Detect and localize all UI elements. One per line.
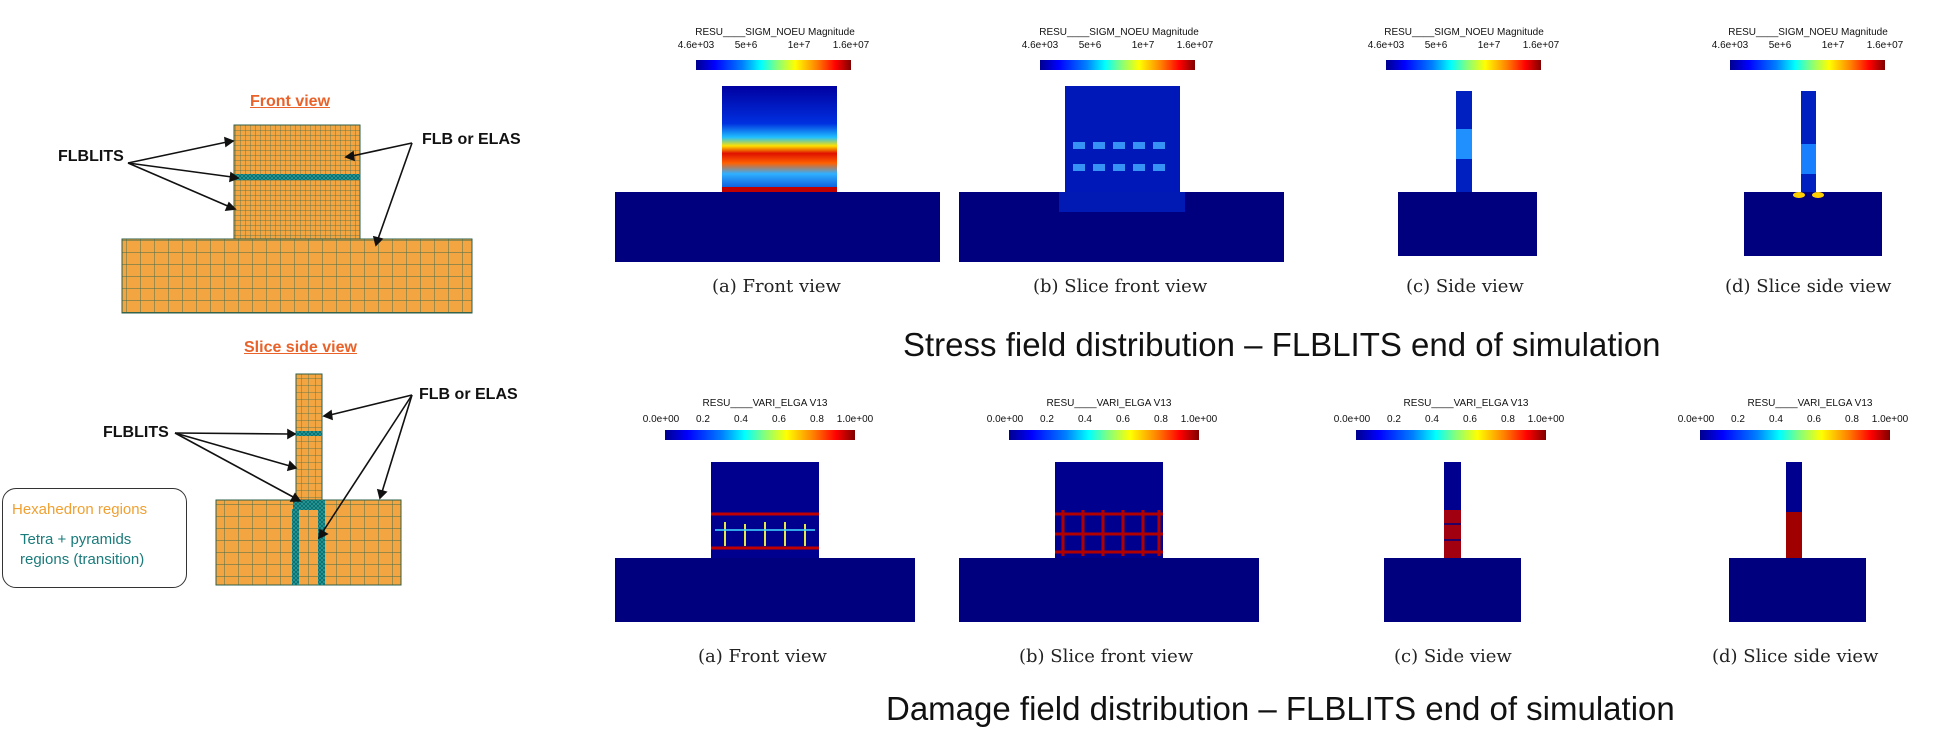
damage-colorbar-title: RESU____VARI_ELGA V13 bbox=[702, 398, 828, 409]
damage-tick-label: 1.0e+00 bbox=[1527, 414, 1565, 425]
flb-elas-label-slice: FLB or ELAS bbox=[419, 386, 518, 403]
stress-tick-label: 5e+6 bbox=[1768, 40, 1792, 51]
damage-slice-side-field bbox=[1729, 462, 1866, 622]
stress-tick-label: 4.6e+03 bbox=[1711, 40, 1749, 51]
flblits-label-front: FLBLITS bbox=[58, 148, 124, 165]
caption-c: (c) Side view bbox=[1406, 276, 1524, 297]
stress-tick-label: 1.6e+07 bbox=[1176, 40, 1214, 51]
stress-tick-label: 5e+6 bbox=[734, 40, 758, 51]
damage-tick-label: 1.0e+00 bbox=[1871, 414, 1909, 425]
damage-panel-side: RESU____VARI_ELGA V13 0.0e+00 0.2 0.4 0.… bbox=[1316, 398, 1606, 667]
stress-panel-slice-front: RESU____SIGM_NOEU Magnitude 4.6e+03 5e+6… bbox=[959, 22, 1284, 297]
damage-front-field bbox=[615, 462, 915, 622]
damage-panel-slice-front: RESU____VARI_ELGA V13 0.0e+00 0.2 0.4 0.… bbox=[959, 398, 1284, 667]
damage-tick-label: 0.4 bbox=[1078, 414, 1092, 425]
damage-tick-label: 0.4 bbox=[734, 414, 748, 425]
stress-side-field bbox=[1398, 91, 1537, 256]
damage-tick-label: 0.6 bbox=[772, 414, 786, 425]
stress-tick-label: 1e+7 bbox=[1131, 40, 1155, 51]
damage-colorbar bbox=[1356, 430, 1546, 440]
stress-colorbar bbox=[1730, 60, 1885, 70]
stress-front-field bbox=[615, 86, 940, 262]
stress-colorbar-title: RESU____SIGM_NOEU Magnitude bbox=[1039, 27, 1199, 38]
damage-tick-label: 0.2 bbox=[696, 414, 710, 425]
front-view-title: Front view bbox=[250, 93, 331, 110]
front-view-arrows bbox=[127, 136, 413, 247]
front-view-mesh bbox=[121, 124, 473, 314]
damage-section-title: Damage field distribution – FLBLITS end … bbox=[886, 690, 1675, 727]
flb-elas-label-front: FLB or ELAS bbox=[422, 131, 521, 148]
damage-tick-label: 0.6 bbox=[1116, 414, 1130, 425]
damage-tick-label: 0.8 bbox=[810, 414, 824, 425]
caption-d-damage: (d) Slice side view bbox=[1712, 646, 1879, 667]
legend-tetra-line2: regions (transition) bbox=[20, 551, 145, 568]
stress-panel-side: RESU____SIGM_NOEU Magnitude 4.6e+03 5e+6… bbox=[1316, 22, 1606, 297]
stress-panel-front: RESU____SIGM_NOEU Magnitude 4.6e+03 5e+6… bbox=[615, 22, 940, 297]
stress-section-title: Stress field distribution – FLBLITS end … bbox=[903, 326, 1661, 363]
caption-b: (b) Slice front view bbox=[1033, 276, 1208, 297]
stress-tick-label: 5e+6 bbox=[1424, 40, 1448, 51]
damage-tick-label: 0.0e+00 bbox=[1333, 414, 1371, 425]
damage-tick-label: 0.6 bbox=[1807, 414, 1821, 425]
stress-tick-label: 1e+7 bbox=[1477, 40, 1501, 51]
stress-panel-slice-side: RESU____SIGM_NOEU Magnitude 4.6e+03 5e+6… bbox=[1660, 22, 1933, 297]
stress-tick-label: 1.6e+07 bbox=[1522, 40, 1560, 51]
stress-tick-label: 1.6e+07 bbox=[1866, 40, 1904, 51]
damage-side-field bbox=[1384, 462, 1521, 622]
region-legend: Hexahedron regions Tetra + pyramids regi… bbox=[2, 488, 187, 588]
stress-tick-label: 4.6e+03 bbox=[1021, 40, 1059, 51]
caption-d: (d) Slice side view bbox=[1725, 276, 1892, 297]
caption-a: (a) Front view bbox=[712, 276, 841, 297]
stress-slice-front-field bbox=[959, 86, 1284, 262]
stress-tick-label: 4.6e+03 bbox=[1367, 40, 1405, 51]
stress-colorbar bbox=[696, 60, 851, 70]
damage-slice-front-field bbox=[959, 462, 1259, 622]
stress-colorbar bbox=[1040, 60, 1195, 70]
damage-tick-label: 0.8 bbox=[1501, 414, 1515, 425]
damage-tick-label: 0.0e+00 bbox=[642, 414, 680, 425]
slice-side-view-title: Slice side view bbox=[244, 339, 357, 356]
slice-side-view-mesh bbox=[215, 373, 402, 586]
damage-colorbar bbox=[1009, 430, 1199, 440]
damage-tick-label: 0.2 bbox=[1040, 414, 1054, 425]
legend-tetra-line1: Tetra + pyramids bbox=[20, 531, 132, 548]
damage-tick-label: 0.0e+00 bbox=[986, 414, 1024, 425]
damage-tick-label: 1.0e+00 bbox=[1180, 414, 1218, 425]
caption-c-damage: (c) Side view bbox=[1394, 646, 1512, 667]
damage-colorbar-title: RESU____VARI_ELGA V13 bbox=[1747, 398, 1873, 409]
damage-tick-label: 1.0e+00 bbox=[836, 414, 874, 425]
stress-tick-label: 1e+7 bbox=[787, 40, 811, 51]
legend-hexahedron: Hexahedron regions bbox=[12, 501, 148, 518]
damage-panel-slice-side: RESU____VARI_ELGA V13 0.0e+00 0.2 0.4 0.… bbox=[1660, 398, 1933, 667]
stress-tick-label: 4.6e+03 bbox=[677, 40, 715, 51]
damage-colorbar bbox=[1700, 430, 1890, 440]
damage-tick-label: 0.4 bbox=[1769, 414, 1783, 425]
damage-panel-front: RESU____VARI_ELGA V13 0.0e+00 0.2 0.4 0.… bbox=[615, 398, 940, 667]
damage-tick-label: 0.2 bbox=[1731, 414, 1745, 425]
damage-tick-label: 0.6 bbox=[1463, 414, 1477, 425]
slice-view-arrows bbox=[174, 394, 413, 540]
stress-colorbar-title: RESU____SIGM_NOEU Magnitude bbox=[695, 27, 855, 38]
damage-tick-label: 0.4 bbox=[1425, 414, 1439, 425]
flblits-label-slice: FLBLITS bbox=[103, 424, 169, 441]
damage-colorbar-title: RESU____VARI_ELGA V13 bbox=[1046, 398, 1172, 409]
damage-tick-label: 0.8 bbox=[1154, 414, 1168, 425]
damage-colorbar bbox=[665, 430, 855, 440]
stress-slice-side-field bbox=[1744, 91, 1882, 256]
caption-a-damage: (a) Front view bbox=[698, 646, 827, 667]
stress-colorbar bbox=[1386, 60, 1541, 70]
stress-tick-label: 1e+7 bbox=[1821, 40, 1845, 51]
stress-colorbar-title: RESU____SIGM_NOEU Magnitude bbox=[1384, 27, 1544, 38]
damage-tick-label: 0.8 bbox=[1845, 414, 1859, 425]
stress-colorbar-title: RESU____SIGM_NOEU Magnitude bbox=[1728, 27, 1888, 38]
damage-colorbar-title: RESU____VARI_ELGA V13 bbox=[1403, 398, 1529, 409]
stress-tick-label: 5e+6 bbox=[1078, 40, 1102, 51]
stress-tick-label: 1.6e+07 bbox=[832, 40, 870, 51]
damage-tick-label: 0.2 bbox=[1387, 414, 1401, 425]
caption-b-damage: (b) Slice front view bbox=[1019, 646, 1194, 667]
damage-tick-label: 0.0e+00 bbox=[1677, 414, 1715, 425]
mesh-diagram bbox=[121, 124, 473, 586]
